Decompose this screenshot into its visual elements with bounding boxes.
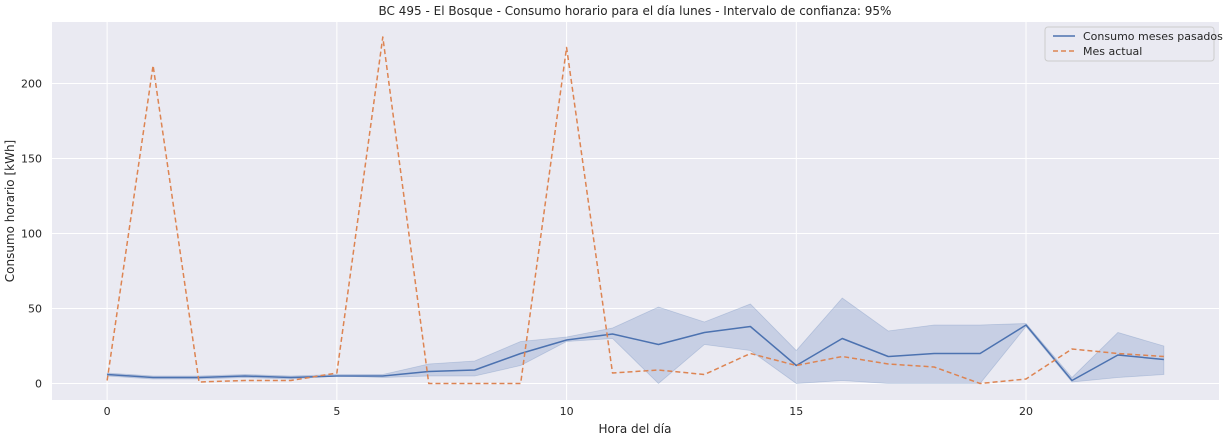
legend: Consumo meses pasados Mes actual: [1044, 26, 1223, 62]
grid-lines: [52, 22, 1219, 400]
series-lines: [106, 36, 1164, 385]
x-tick-label: 10: [560, 405, 574, 418]
y-tick-label: 150: [21, 153, 42, 166]
chart-title: BC 495 - El Bosque - Consumo horario par…: [379, 4, 892, 18]
series-line-mes-actual: [106, 36, 1164, 385]
x-tick-label: 20: [1019, 405, 1033, 418]
y-tick-label: 200: [21, 78, 42, 91]
legend-box: [1044, 26, 1215, 62]
x-tick-label: 15: [789, 405, 803, 418]
y-tick-label: 50: [28, 303, 42, 316]
series-line-consumo-meses-pasados: [107, 324, 1164, 382]
y-tick-label: 0: [35, 378, 42, 391]
x-tick-label: 5: [333, 405, 340, 418]
confidence-band: [106, 297, 1165, 385]
confidence-interval-area: [106, 297, 1165, 385]
x-axis-label: Hora del día: [599, 422, 672, 436]
legend-label-consumo-meses-pasados: Consumo meses pasados: [1083, 30, 1223, 43]
y-tick-label: 100: [21, 228, 42, 241]
y-axis-label: Consumo horario [kWh]: [3, 140, 17, 282]
legend-label-mes-actual: Mes actual: [1083, 45, 1142, 58]
plot-background: [52, 22, 1219, 400]
x-tick-label: 0: [104, 405, 111, 418]
